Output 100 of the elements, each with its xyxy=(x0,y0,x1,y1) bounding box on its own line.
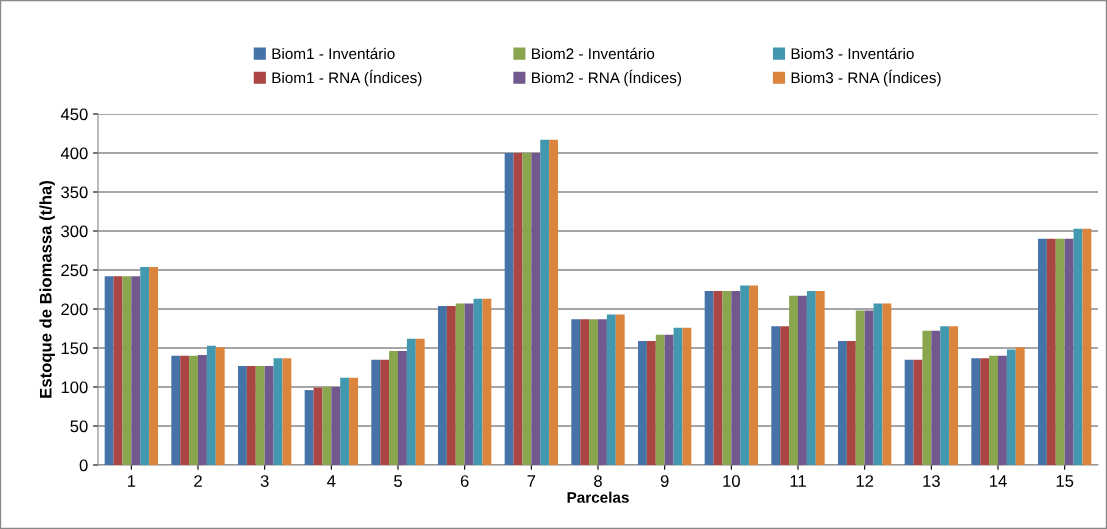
bar xyxy=(740,285,750,465)
x-tick-label: 9 xyxy=(660,475,669,487)
y-tick-label: 300 xyxy=(61,225,88,238)
x-tick-label: 1 xyxy=(127,475,136,487)
bar xyxy=(704,291,714,465)
bar xyxy=(246,365,256,465)
x-tick-label: 15 xyxy=(1056,475,1074,487)
x-tick-label: 7 xyxy=(527,475,536,487)
y-tick-label: 350 xyxy=(61,186,88,199)
x-tick-label: 8 xyxy=(594,475,602,487)
bar xyxy=(580,319,590,465)
bar xyxy=(406,338,416,465)
bar xyxy=(1046,238,1056,465)
bar xyxy=(389,351,398,465)
bar xyxy=(398,351,407,465)
bar xyxy=(713,291,723,465)
bar xyxy=(255,365,265,465)
bar xyxy=(282,358,292,465)
legend-label: Biom1 - Inventário xyxy=(272,47,395,60)
bar xyxy=(571,319,581,465)
bar xyxy=(806,291,816,465)
bar xyxy=(464,303,474,465)
bar xyxy=(446,305,456,465)
bar xyxy=(606,314,616,465)
legend-label: Biom1 - RNA (Índices) xyxy=(272,69,422,87)
bar xyxy=(922,330,932,465)
bar xyxy=(238,365,247,465)
x-tick-label: 2 xyxy=(194,475,202,487)
bar xyxy=(189,355,198,465)
bar xyxy=(864,310,874,465)
bar xyxy=(504,153,514,465)
legend-label: Biom3 - RNA (Índices) xyxy=(791,69,941,87)
x-tick-label: 3 xyxy=(260,475,269,487)
bar xyxy=(380,359,390,465)
bar xyxy=(815,291,825,465)
bar xyxy=(798,295,807,465)
bar xyxy=(438,305,447,465)
bar xyxy=(598,319,607,465)
bar xyxy=(215,347,225,465)
bar xyxy=(1055,238,1065,465)
bar xyxy=(998,355,1007,465)
bar xyxy=(838,340,847,465)
x-tick-label: 13 xyxy=(923,475,940,487)
bar xyxy=(980,358,990,465)
bar xyxy=(1064,238,1074,465)
bar xyxy=(940,326,950,465)
bar xyxy=(731,291,741,465)
bar xyxy=(771,326,781,465)
bar xyxy=(104,276,114,465)
bar xyxy=(349,377,358,465)
bar xyxy=(331,387,341,465)
y-tick-label: 450 xyxy=(60,108,88,121)
bar xyxy=(264,365,274,465)
bar xyxy=(749,285,758,465)
bar xyxy=(646,340,656,465)
bar xyxy=(273,358,283,465)
bar xyxy=(780,326,790,465)
bar xyxy=(171,355,181,465)
bar xyxy=(1015,347,1025,465)
bar xyxy=(415,338,425,465)
bar xyxy=(664,334,674,465)
bar xyxy=(949,326,958,465)
bar xyxy=(913,359,923,465)
y-tick-label: 200 xyxy=(61,303,88,316)
x-axis-title: Parcelas xyxy=(567,491,629,503)
bar xyxy=(206,345,216,465)
bar xyxy=(589,319,598,465)
bar xyxy=(540,139,550,465)
bar xyxy=(722,291,732,465)
y-tick-label: 100 xyxy=(61,381,88,394)
bar xyxy=(1006,349,1016,465)
y-tick-label: 50 xyxy=(70,420,88,433)
bar xyxy=(846,340,856,465)
legend-label: Biom2 - Inventário xyxy=(532,47,655,60)
bar xyxy=(638,340,647,465)
y-tick-label: 0 xyxy=(79,459,88,472)
bar xyxy=(473,298,483,465)
bar xyxy=(549,139,558,465)
bar xyxy=(1082,228,1092,465)
bar xyxy=(304,390,314,465)
bar xyxy=(655,334,665,465)
bar xyxy=(513,153,523,465)
legend-label: Biom2 - RNA (Índices) xyxy=(532,69,682,87)
x-tick-label: 12 xyxy=(856,475,874,487)
bar xyxy=(882,303,892,465)
bar xyxy=(371,359,381,465)
bar xyxy=(1073,228,1083,465)
x-tick-label: 10 xyxy=(723,475,740,487)
bar xyxy=(989,355,998,465)
bar xyxy=(682,327,692,465)
bar xyxy=(180,355,190,465)
bar xyxy=(1038,238,1047,465)
bar xyxy=(904,359,914,465)
x-tick-label: 4 xyxy=(327,475,336,487)
bar xyxy=(113,276,123,465)
y-axis-title: Estoque de Biomassa (t/ha) xyxy=(39,181,55,398)
bar xyxy=(482,298,492,465)
bar xyxy=(313,387,323,465)
x-tick-label: 11 xyxy=(790,475,806,487)
bar xyxy=(789,295,798,465)
